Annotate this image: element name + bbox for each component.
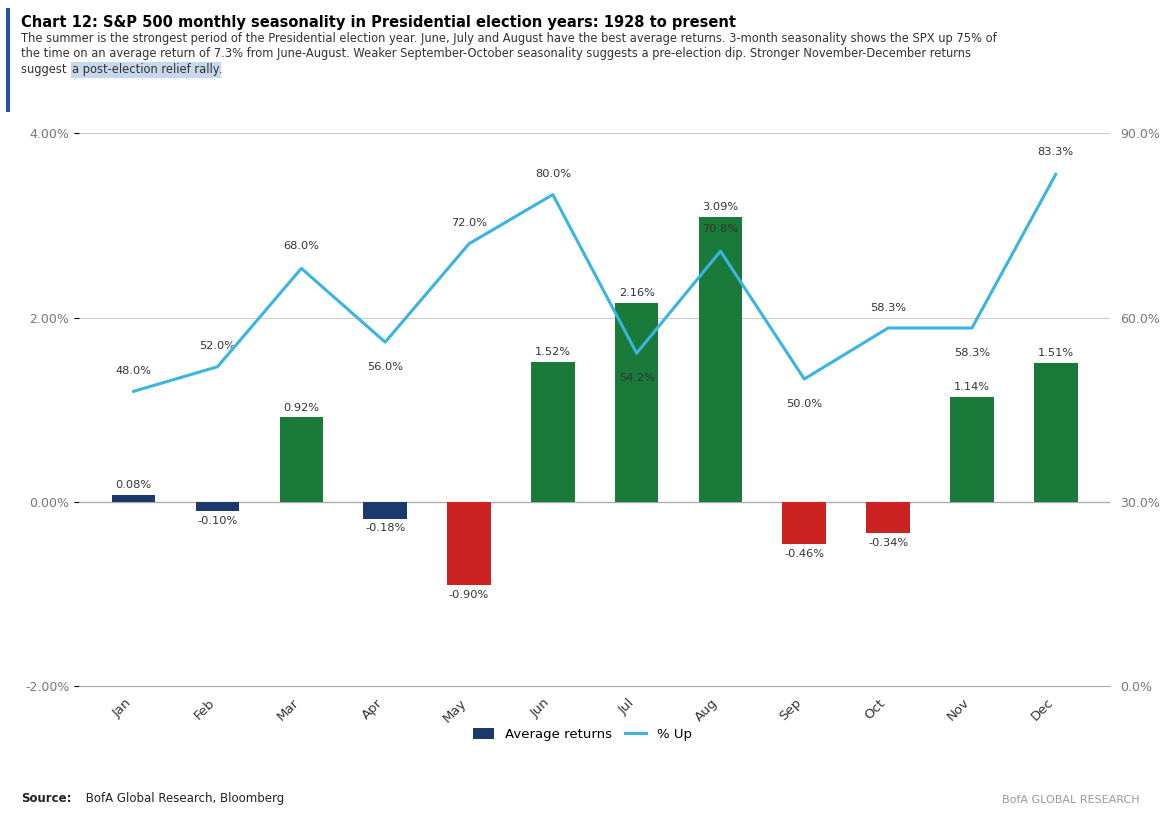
Text: BofA Global Research, Bloomberg: BofA Global Research, Bloomberg bbox=[82, 792, 284, 805]
Text: 68.0%: 68.0% bbox=[283, 241, 319, 251]
Bar bbox=[280, 417, 323, 502]
Bar bbox=[112, 494, 155, 502]
Text: the time on an average return of 7.3% from June-August. Weaker September-October: the time on an average return of 7.3% fr… bbox=[21, 47, 970, 61]
Text: Chart 12: S&P 500 monthly seasonality in Presidential election years: 1928 to pr: Chart 12: S&P 500 monthly seasonality in… bbox=[21, 15, 736, 30]
Text: 80.0%: 80.0% bbox=[535, 169, 571, 179]
Text: -0.46%: -0.46% bbox=[784, 549, 825, 559]
Text: 70.8%: 70.8% bbox=[702, 224, 739, 234]
Text: 1.52%: 1.52% bbox=[535, 347, 571, 357]
Text: 58.3%: 58.3% bbox=[870, 303, 906, 313]
Bar bbox=[1035, 363, 1078, 502]
Text: -0.10%: -0.10% bbox=[197, 516, 238, 526]
Text: .: . bbox=[219, 63, 223, 77]
Text: a post-election relief rally: a post-election relief rally bbox=[72, 63, 220, 77]
Text: -0.90%: -0.90% bbox=[449, 590, 489, 600]
Text: 58.3%: 58.3% bbox=[954, 348, 990, 358]
Text: 72.0%: 72.0% bbox=[451, 219, 487, 229]
Bar bbox=[615, 303, 658, 502]
Text: 50.0%: 50.0% bbox=[786, 399, 822, 409]
Text: 48.0%: 48.0% bbox=[115, 366, 151, 376]
Bar bbox=[699, 217, 742, 502]
Text: The summer is the strongest period of the Presidential election year. June, July: The summer is the strongest period of th… bbox=[21, 32, 997, 45]
Bar bbox=[951, 397, 994, 502]
Text: 0.92%: 0.92% bbox=[283, 403, 319, 413]
Text: 2.16%: 2.16% bbox=[619, 288, 655, 298]
Legend: Average returns, % Up: Average returns, % Up bbox=[468, 723, 697, 746]
Text: 3.09%: 3.09% bbox=[702, 202, 739, 212]
Bar bbox=[531, 362, 574, 502]
Text: 56.0%: 56.0% bbox=[367, 362, 403, 372]
Bar bbox=[363, 502, 407, 518]
Bar bbox=[867, 502, 910, 533]
Text: 54.2%: 54.2% bbox=[619, 373, 655, 383]
Bar bbox=[783, 502, 826, 544]
Text: BofA GLOBAL RESEARCH: BofA GLOBAL RESEARCH bbox=[1002, 795, 1139, 805]
Bar bbox=[447, 502, 490, 585]
Text: 1.51%: 1.51% bbox=[1038, 348, 1074, 358]
Text: 1.14%: 1.14% bbox=[954, 382, 990, 392]
Text: Source:: Source: bbox=[21, 792, 71, 805]
Text: 0.08%: 0.08% bbox=[115, 480, 151, 490]
Text: 52.0%: 52.0% bbox=[199, 341, 235, 351]
Text: -0.34%: -0.34% bbox=[868, 538, 909, 548]
Text: 83.3%: 83.3% bbox=[1038, 147, 1074, 157]
Bar bbox=[196, 502, 239, 511]
Text: -0.18%: -0.18% bbox=[365, 523, 405, 533]
Text: suggest: suggest bbox=[21, 63, 70, 77]
